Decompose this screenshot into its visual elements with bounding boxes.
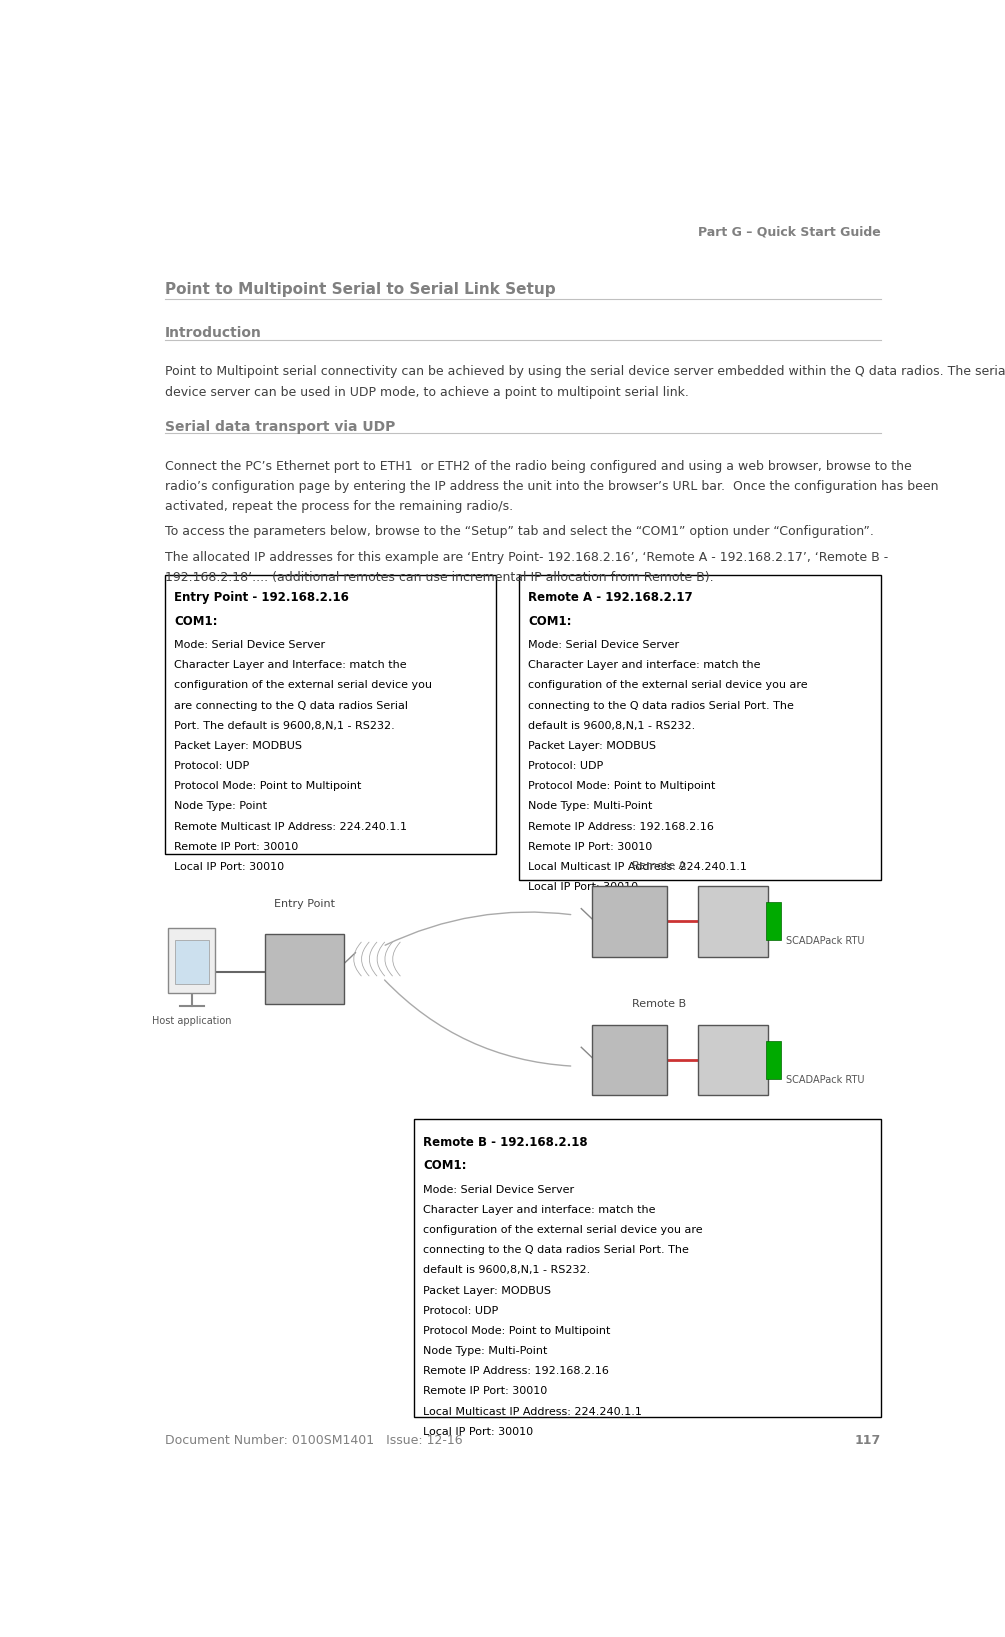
Text: Protocol Mode: Point to Multipoint: Protocol Mode: Point to Multipoint: [529, 781, 716, 791]
Text: COM1:: COM1:: [174, 616, 217, 629]
Text: Character Layer and interface: match the: Character Layer and interface: match the: [529, 660, 761, 670]
Text: To access the parameters below, browse to the “Setup” tab and select the “COM1” : To access the parameters below, browse t…: [165, 525, 873, 539]
Text: Entry Point - 192.168.2.16: Entry Point - 192.168.2.16: [174, 591, 349, 604]
Text: Packet Layer: MODBUS: Packet Layer: MODBUS: [529, 742, 656, 751]
Text: connecting to the Q data radios Serial Port. The: connecting to the Q data radios Serial P…: [529, 701, 794, 710]
Text: Serial data transport via UDP: Serial data transport via UDP: [165, 419, 395, 434]
FancyBboxPatch shape: [698, 886, 768, 956]
Text: 117: 117: [855, 1434, 881, 1447]
Text: COM1:: COM1:: [529, 616, 572, 629]
Text: Part G – Quick Start Guide: Part G – Quick Start Guide: [698, 226, 881, 239]
FancyBboxPatch shape: [414, 1120, 881, 1416]
Text: 192.168.2.18’.... (additional remotes can use incremental IP allocation from Rem: 192.168.2.18’.... (additional remotes ca…: [165, 571, 714, 584]
Text: Node Type: Multi-Point: Node Type: Multi-Point: [529, 802, 652, 812]
Text: activated, repeat the process for the remaining radio/s.: activated, repeat the process for the re…: [165, 501, 513, 514]
Text: default is 9600,8,N,1 - RS232.: default is 9600,8,N,1 - RS232.: [529, 720, 695, 730]
Text: configuration of the external serial device you are: configuration of the external serial dev…: [423, 1224, 702, 1234]
Text: The allocated IP addresses for this example are ‘Entry Point- 192.168.2.16’, ‘Re: The allocated IP addresses for this exam…: [165, 550, 887, 563]
FancyBboxPatch shape: [169, 928, 215, 994]
Text: Remote A - 192.168.2.17: Remote A - 192.168.2.17: [529, 591, 692, 604]
Text: Protocol: UDP: Protocol: UDP: [423, 1306, 498, 1316]
Text: Protocol: UDP: Protocol: UDP: [529, 761, 604, 771]
Text: Mode: Serial Device Server: Mode: Serial Device Server: [174, 640, 325, 650]
FancyBboxPatch shape: [519, 575, 881, 879]
Text: Character Layer and interface: match the: Character Layer and interface: match the: [423, 1205, 655, 1215]
Text: Local IP Port: 30010: Local IP Port: 30010: [529, 882, 638, 892]
Text: Introduction: Introduction: [165, 326, 261, 340]
Text: Local Multicast IP Address: 224.240.1.1: Local Multicast IP Address: 224.240.1.1: [423, 1406, 642, 1416]
Text: Point to Multipoint Serial to Serial Link Setup: Point to Multipoint Serial to Serial Lin…: [165, 282, 555, 298]
Text: Remote A: Remote A: [632, 861, 686, 871]
FancyBboxPatch shape: [766, 902, 782, 940]
FancyBboxPatch shape: [165, 575, 495, 855]
Text: Node Type: Multi-Point: Node Type: Multi-Point: [423, 1346, 548, 1355]
Text: Protocol: UDP: Protocol: UDP: [174, 761, 249, 771]
Text: device server can be used in UDP mode, to achieve a point to multipoint serial l: device server can be used in UDP mode, t…: [165, 386, 688, 398]
Text: SCADAPack RTU: SCADAPack RTU: [786, 936, 864, 946]
Text: radio’s configuration page by entering the IP address the unit into the browser’: radio’s configuration page by entering t…: [165, 480, 938, 493]
FancyBboxPatch shape: [265, 933, 345, 1005]
Text: Remote B - 192.168.2.18: Remote B - 192.168.2.18: [423, 1136, 588, 1149]
Text: Document Number: 0100SM1401   Issue: 12-16: Document Number: 0100SM1401 Issue: 12-16: [165, 1434, 462, 1447]
Text: Mode: Serial Device Server: Mode: Serial Device Server: [529, 640, 679, 650]
FancyBboxPatch shape: [766, 1041, 782, 1079]
Text: Remote IP Port: 30010: Remote IP Port: 30010: [174, 841, 298, 851]
Text: connecting to the Q data radios Serial Port. The: connecting to the Q data radios Serial P…: [423, 1246, 689, 1256]
Text: Protocol Mode: Point to Multipoint: Protocol Mode: Point to Multipoint: [423, 1326, 610, 1336]
Text: Point to Multipoint serial connectivity can be achieved by using the serial devi: Point to Multipoint serial connectivity …: [165, 365, 1005, 378]
Text: Local Multicast IP Address: 224.240.1.1: Local Multicast IP Address: 224.240.1.1: [529, 863, 747, 873]
Text: Remote IP Address: 192.168.2.16: Remote IP Address: 192.168.2.16: [529, 822, 715, 832]
FancyBboxPatch shape: [592, 886, 667, 956]
Text: Character Layer and Interface: match the: Character Layer and Interface: match the: [174, 660, 407, 670]
Text: Remote Multicast IP Address: 224.240.1.1: Remote Multicast IP Address: 224.240.1.1: [174, 822, 407, 832]
Text: Protocol Mode: Point to Multipoint: Protocol Mode: Point to Multipoint: [174, 781, 361, 791]
FancyBboxPatch shape: [592, 1025, 667, 1095]
Text: Node Type: Point: Node Type: Point: [174, 802, 267, 812]
Text: are connecting to the Q data radios Serial: are connecting to the Q data radios Seri…: [174, 701, 408, 710]
Text: Packet Layer: MODBUS: Packet Layer: MODBUS: [174, 742, 302, 751]
FancyBboxPatch shape: [698, 1025, 768, 1095]
Text: Host application: Host application: [152, 1015, 231, 1026]
Text: default is 9600,8,N,1 - RS232.: default is 9600,8,N,1 - RS232.: [423, 1265, 590, 1275]
Text: COM1:: COM1:: [423, 1159, 466, 1172]
Text: Local IP Port: 30010: Local IP Port: 30010: [174, 863, 284, 873]
Text: Packet Layer: MODBUS: Packet Layer: MODBUS: [423, 1285, 551, 1295]
Text: Remote IP Address: 192.168.2.16: Remote IP Address: 192.168.2.16: [423, 1367, 609, 1377]
Text: Remote IP Port: 30010: Remote IP Port: 30010: [529, 841, 652, 851]
Text: Port. The default is 9600,8,N,1 - RS232.: Port. The default is 9600,8,N,1 - RS232.: [174, 720, 395, 730]
Text: Entry Point: Entry Point: [274, 899, 336, 909]
Text: Remote B: Remote B: [632, 999, 686, 1010]
Text: configuration of the external serial device you are: configuration of the external serial dev…: [529, 681, 808, 691]
Text: Local IP Port: 30010: Local IP Port: 30010: [423, 1427, 534, 1437]
Text: Remote IP Port: 30010: Remote IP Port: 30010: [423, 1387, 548, 1396]
Text: SCADAPack RTU: SCADAPack RTU: [786, 1076, 864, 1085]
Text: Mode: Serial Device Server: Mode: Serial Device Server: [423, 1185, 574, 1195]
FancyBboxPatch shape: [175, 940, 209, 984]
Text: Connect the PC’s Ethernet port to ETH1  or ETH2 of the radio being configured an: Connect the PC’s Ethernet port to ETH1 o…: [165, 460, 912, 473]
Text: configuration of the external serial device you: configuration of the external serial dev…: [174, 681, 432, 691]
